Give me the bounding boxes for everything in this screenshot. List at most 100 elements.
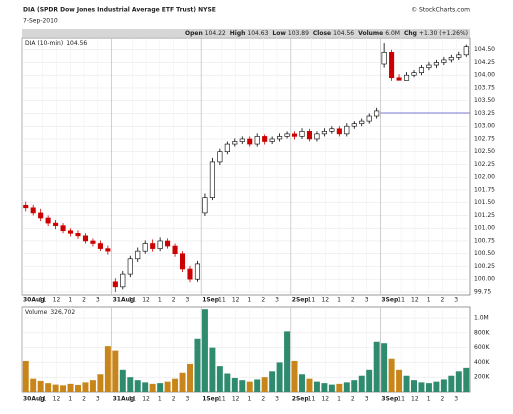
volume-bar	[119, 369, 126, 392]
price-panel	[21, 37, 471, 296]
volume-bar	[425, 383, 432, 392]
y-tick-label: 100.50	[474, 250, 495, 257]
hour-label: 3	[275, 297, 279, 304]
y-tick-label: 102.00	[474, 174, 495, 181]
candle-body	[433, 62, 439, 66]
stat-value: 103.89	[288, 30, 309, 37]
volume-bar	[261, 377, 268, 392]
candle-body	[239, 138, 245, 142]
stat-label: Close	[313, 30, 331, 37]
hour-label: 12	[142, 396, 150, 403]
hour-label: 2	[82, 396, 86, 403]
volume-bar	[246, 381, 253, 392]
volume-bar	[52, 384, 59, 392]
candle-body	[463, 46, 469, 56]
stats-bar	[22, 29, 470, 37]
volume-tick-label: 200K	[474, 374, 490, 381]
hour-label: 11	[218, 396, 226, 403]
hour-label: 3	[454, 396, 458, 403]
hour-label: 2	[82, 297, 86, 304]
volume-panel	[21, 306, 471, 393]
y-tick-label: 100.75	[474, 237, 495, 244]
stat-label: Chg	[404, 30, 417, 37]
hour-label: 2	[351, 297, 355, 304]
volume-bar	[403, 375, 410, 392]
candle-body	[179, 253, 186, 270]
hour-label: 2	[441, 297, 445, 304]
hour-label: 3	[96, 297, 100, 304]
volume-bar	[440, 379, 447, 392]
legend-value: 104.56	[66, 40, 87, 47]
y-tick-label: 104.50	[474, 46, 495, 53]
hour-label: 3	[365, 396, 369, 403]
candle-body	[306, 131, 313, 140]
hour-label: 1	[427, 396, 431, 403]
day-label: 1Sep	[202, 297, 220, 304]
volume-bar	[112, 350, 119, 392]
hour-label: 12	[411, 297, 419, 304]
hour-label: 3	[275, 396, 279, 403]
day-label: 2Sep	[292, 396, 310, 403]
hour-label: 1	[337, 396, 341, 403]
volume-bar	[284, 331, 291, 392]
volume-bar	[381, 343, 388, 392]
candle-body	[232, 141, 238, 145]
legend-name: Volume	[25, 309, 48, 316]
volume-bar	[343, 382, 350, 392]
volume-bar	[411, 380, 417, 392]
volume-bar	[231, 377, 238, 392]
source: © StockCharts.com	[411, 7, 470, 14]
y-tick-label: 104.00	[474, 72, 495, 79]
chart-title: DIA (SPDR Dow Jones Industrial Average E…	[23, 7, 216, 14]
candle-body	[269, 138, 275, 142]
hour-label: 2	[351, 396, 355, 403]
legend-name: DIA (10-min)	[25, 40, 63, 47]
stat-label: High	[230, 30, 246, 37]
hour-label: 12	[232, 396, 240, 403]
y-tick-label: 103.00	[474, 123, 495, 130]
candle-body	[172, 245, 178, 254]
y-tick-label: 103.25	[474, 110, 495, 117]
volume-bar	[291, 360, 298, 392]
volume-bar	[209, 347, 216, 392]
candle-body	[209, 161, 215, 198]
volume-bar	[89, 380, 96, 392]
volume-tick-label: 800K	[474, 329, 490, 336]
volume-bar	[60, 385, 67, 392]
candle-body	[30, 207, 36, 214]
volume-bar	[187, 363, 193, 392]
volume-bar	[127, 377, 134, 392]
candle-body	[224, 143, 230, 153]
volume-bar	[366, 369, 373, 392]
volume-bar	[37, 380, 44, 392]
hour-label: 11	[128, 297, 136, 304]
y-tick-label: 102.75	[474, 135, 495, 142]
hour-label: 12	[142, 297, 150, 304]
volume-bar	[396, 369, 403, 392]
candle-body	[411, 72, 417, 76]
volume-bar	[22, 360, 29, 392]
stat-value: 104.22	[205, 30, 226, 37]
hour-label: 3	[186, 297, 190, 304]
y-tick-label: 103.75	[474, 84, 495, 91]
hour-label: 11	[39, 396, 47, 403]
volume-bar	[239, 380, 246, 392]
candle-body	[187, 268, 193, 280]
hour-label: 3	[96, 396, 100, 403]
y-tick-label: 100.00	[474, 276, 495, 283]
volume-bar	[388, 358, 395, 392]
candle-body	[277, 136, 283, 140]
volume-bar	[418, 382, 425, 392]
candle-body	[194, 263, 201, 280]
candle-body	[389, 51, 395, 79]
candle-body	[396, 77, 402, 81]
hour-label: 1	[158, 396, 162, 403]
volume-bar	[306, 378, 313, 392]
candle-body	[142, 243, 148, 252]
candle-body	[67, 230, 74, 234]
y-tick-label: 99.75	[474, 288, 491, 295]
candle-body	[284, 133, 290, 137]
y-tick-label: 101.50	[474, 199, 495, 206]
hour-label: 11	[308, 396, 316, 403]
